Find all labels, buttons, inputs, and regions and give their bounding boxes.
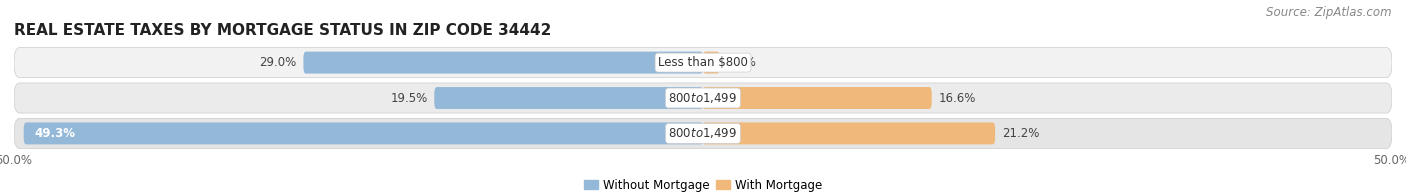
FancyBboxPatch shape — [14, 83, 1392, 113]
Text: REAL ESTATE TAXES BY MORTGAGE STATUS IN ZIP CODE 34442: REAL ESTATE TAXES BY MORTGAGE STATUS IN … — [14, 23, 551, 38]
Text: 29.0%: 29.0% — [259, 56, 297, 69]
FancyBboxPatch shape — [14, 48, 1392, 78]
Text: 16.6%: 16.6% — [939, 92, 976, 104]
Legend: Without Mortgage, With Mortgage: Without Mortgage, With Mortgage — [579, 174, 827, 196]
Text: 49.3%: 49.3% — [35, 127, 76, 140]
Text: Source: ZipAtlas.com: Source: ZipAtlas.com — [1267, 6, 1392, 19]
FancyBboxPatch shape — [703, 52, 720, 74]
FancyBboxPatch shape — [304, 52, 703, 74]
FancyBboxPatch shape — [703, 87, 932, 109]
Text: $800 to $1,499: $800 to $1,499 — [668, 126, 738, 140]
FancyBboxPatch shape — [24, 122, 703, 144]
FancyBboxPatch shape — [434, 87, 703, 109]
FancyBboxPatch shape — [14, 118, 1392, 148]
Text: 21.2%: 21.2% — [1002, 127, 1039, 140]
Text: $800 to $1,499: $800 to $1,499 — [668, 91, 738, 105]
Text: 1.2%: 1.2% — [727, 56, 756, 69]
FancyBboxPatch shape — [703, 122, 995, 144]
Text: 19.5%: 19.5% — [391, 92, 427, 104]
Text: Less than $800: Less than $800 — [658, 56, 748, 69]
